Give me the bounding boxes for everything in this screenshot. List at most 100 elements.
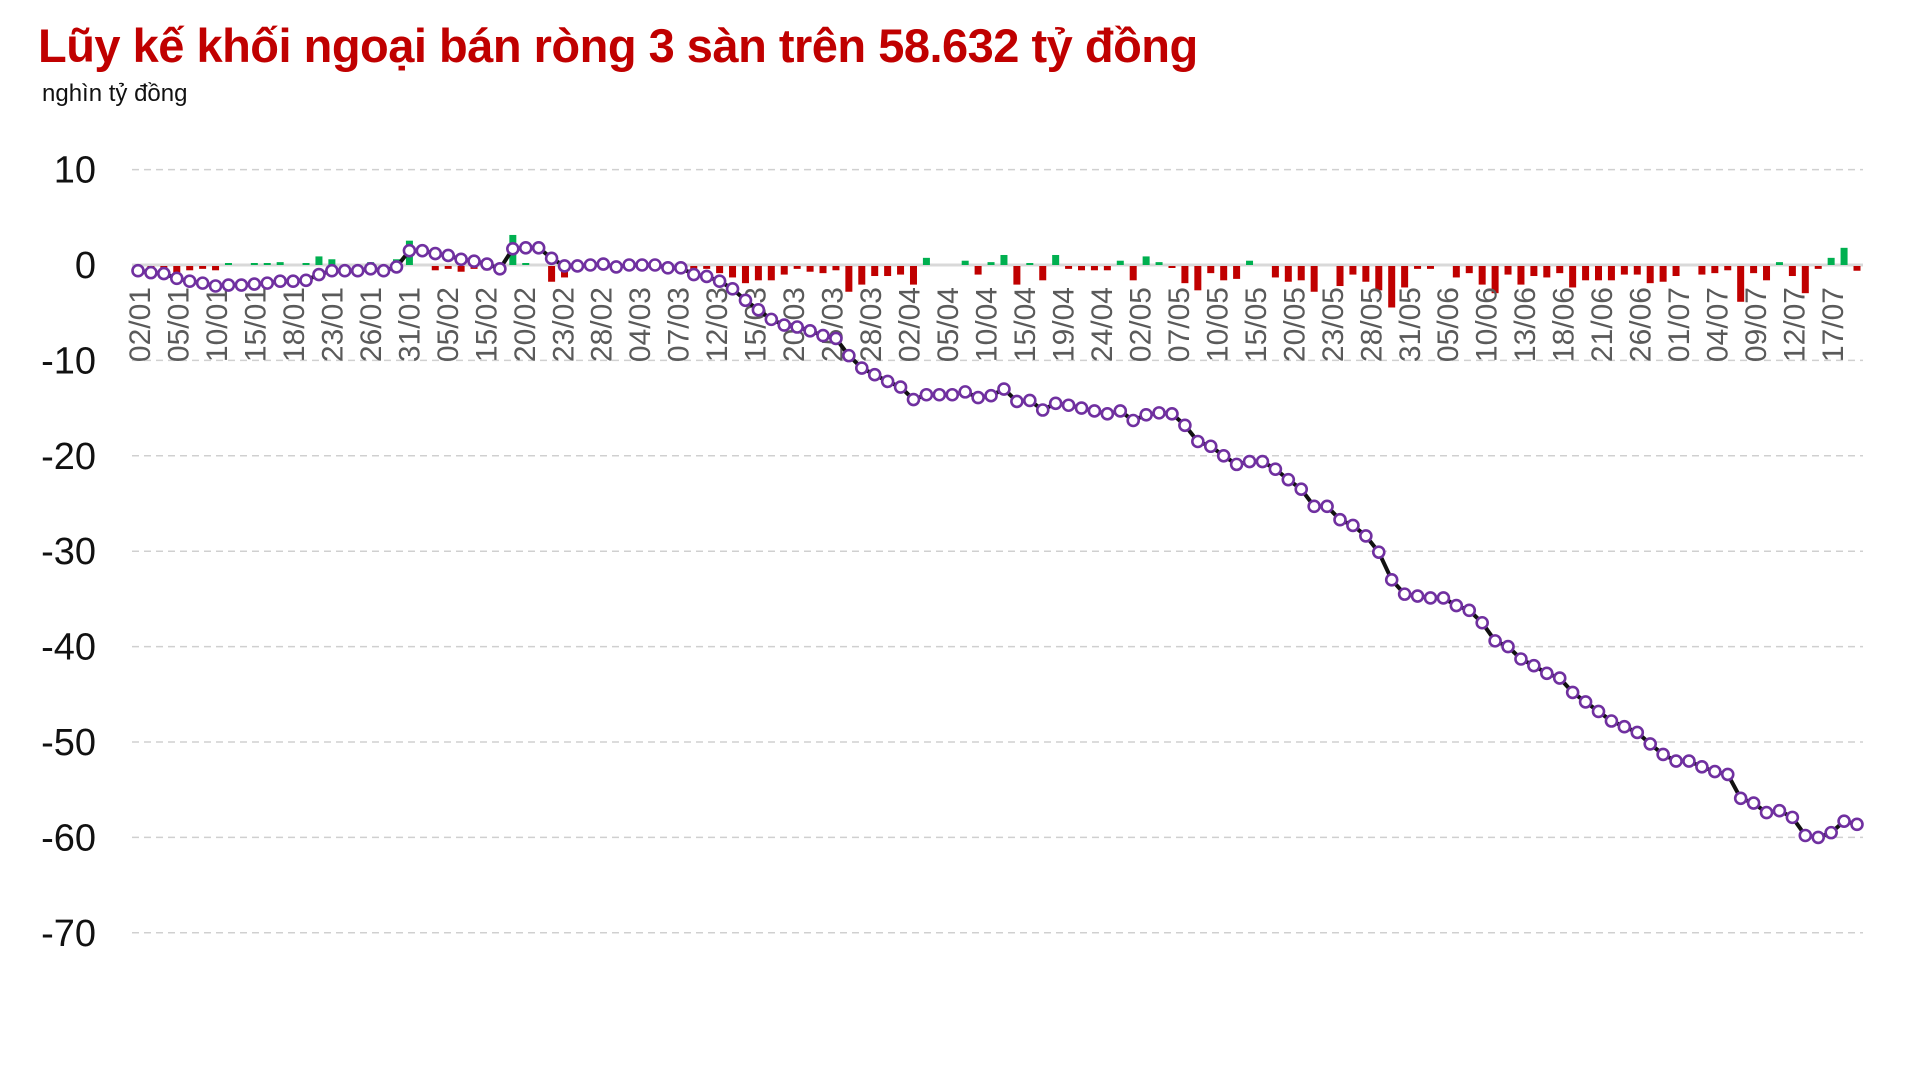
daily-net-bar xyxy=(224,263,232,265)
data-point-marker xyxy=(1708,764,1722,779)
data-point-marker xyxy=(803,324,817,338)
daily-net-bar xyxy=(1401,266,1409,288)
data-point-marker xyxy=(325,263,339,278)
data-point-marker xyxy=(1410,589,1425,603)
x-tick-label: 10/06 xyxy=(1471,287,1504,362)
daily-net-bar xyxy=(1362,266,1370,282)
data-point-marker xyxy=(984,388,998,403)
data-point-marker xyxy=(454,252,468,267)
x-tick-label: 12/03 xyxy=(701,287,734,362)
data-point-marker xyxy=(1436,591,1451,605)
x-tick-label: 15/05 xyxy=(1240,287,1273,362)
daily-net-bar xyxy=(1556,266,1564,274)
data-point-marker xyxy=(131,263,145,278)
daily-net-bar xyxy=(1168,266,1176,268)
x-tick-label: 02/05 xyxy=(1124,287,1157,362)
daily-net-bar xyxy=(729,266,737,278)
data-point-marker xyxy=(1785,810,1800,825)
data-point-marker xyxy=(1268,462,1283,476)
data-point-marker xyxy=(622,258,636,272)
daily-net-bar xyxy=(1078,266,1086,271)
x-tick-label: 02/01 xyxy=(124,287,157,362)
data-point-marker xyxy=(493,262,507,276)
data-point-marker xyxy=(518,241,533,255)
daily-net-bar xyxy=(1336,266,1344,287)
daily-net-bar xyxy=(871,266,879,277)
data-point-marker xyxy=(1139,407,1153,422)
daily-net-bar xyxy=(1504,266,1512,275)
x-tick-label: 01/07 xyxy=(1663,287,1696,362)
cumulative-markers xyxy=(131,241,1864,845)
daily-net-bar xyxy=(1582,266,1590,281)
daily-net-bar xyxy=(1763,266,1771,281)
data-point-marker xyxy=(1010,394,1024,409)
data-point-marker xyxy=(1333,512,1347,527)
y-axis-ticks: 10 0 -10 -20 -30 -40 -50 -60 -70 xyxy=(41,150,96,955)
data-point-marker xyxy=(842,348,856,363)
data-point-marker xyxy=(144,265,158,280)
data-point-marker xyxy=(1191,434,1205,449)
daily-net-bar xyxy=(1103,266,1111,271)
data-point-marker xyxy=(829,331,843,346)
x-tick-label: 21/06 xyxy=(1586,287,1619,362)
data-point-marker xyxy=(648,258,662,272)
daily-net-bar xyxy=(1181,266,1189,284)
daily-net-bar xyxy=(1827,257,1835,265)
data-point-marker xyxy=(1462,603,1477,618)
data-point-marker xyxy=(1242,454,1257,469)
data-point-marker xyxy=(1397,587,1412,601)
daily-net-bar xyxy=(1750,266,1758,274)
data-point-marker xyxy=(182,274,197,289)
daily-net-bar xyxy=(444,266,452,269)
daily-net-bar xyxy=(897,266,905,275)
data-point-marker xyxy=(544,251,559,266)
y-tick-label: -10 xyxy=(41,340,96,382)
daily-net-bar xyxy=(1620,266,1628,275)
data-point-marker xyxy=(260,276,275,290)
daily-net-bar xyxy=(1220,266,1228,281)
data-point-marker xyxy=(1578,695,1593,709)
daily-net-bar xyxy=(832,266,840,271)
data-point-marker xyxy=(506,241,520,256)
x-tick-label: 18/06 xyxy=(1548,287,1581,362)
data-point-marker xyxy=(376,263,391,278)
daily-net-bar xyxy=(1724,266,1732,271)
data-point-marker xyxy=(234,278,249,292)
daily-net-bar xyxy=(1388,266,1396,308)
data-point-marker xyxy=(1540,666,1554,681)
y-tick-label: 0 xyxy=(75,245,96,287)
daily-net-bar xyxy=(1310,266,1318,292)
data-point-marker xyxy=(1733,791,1748,806)
daily-net-bar xyxy=(199,266,207,269)
daily-net-bar xyxy=(1142,256,1150,265)
daily-net-bar xyxy=(1026,263,1034,265)
daily-net-bar xyxy=(1349,266,1357,275)
daily-net-bar xyxy=(186,266,194,271)
data-point-marker xyxy=(661,261,675,275)
data-point-marker xyxy=(777,318,792,332)
x-tick-label: 20/05 xyxy=(1278,287,1311,362)
gridlines xyxy=(132,168,1863,934)
daily-net-bar xyxy=(212,266,220,271)
data-point-marker xyxy=(312,267,326,282)
daily-net-bar xyxy=(1530,266,1538,277)
x-tick-label: 18/01 xyxy=(278,287,311,362)
y-tick-label: -60 xyxy=(41,817,96,859)
daily-net-bar xyxy=(961,260,969,265)
daily-net-bar xyxy=(793,266,801,269)
data-point-marker xyxy=(1488,634,1502,648)
daily-net-bar xyxy=(1090,266,1098,271)
data-point-marker xyxy=(1591,704,1606,719)
x-tick-label: 15/01 xyxy=(239,287,272,362)
data-point-marker xyxy=(1746,796,1761,810)
data-point-marker xyxy=(441,248,455,263)
data-point-marker xyxy=(686,267,701,282)
data-point-marker xyxy=(1565,685,1580,700)
daily-net-bar xyxy=(522,263,530,265)
y-axis-unit-label: nghìn tỷ đồng xyxy=(42,80,188,107)
data-point-marker xyxy=(1061,398,1076,413)
daily-net-bar xyxy=(1569,266,1577,288)
data-point-marker xyxy=(1346,518,1360,533)
data-point-marker xyxy=(389,260,404,274)
